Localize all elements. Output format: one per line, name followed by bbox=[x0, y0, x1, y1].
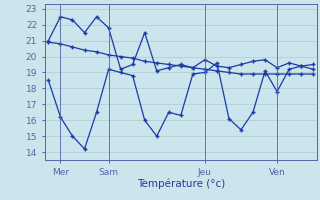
X-axis label: Température (°c): Température (°c) bbox=[137, 178, 225, 189]
